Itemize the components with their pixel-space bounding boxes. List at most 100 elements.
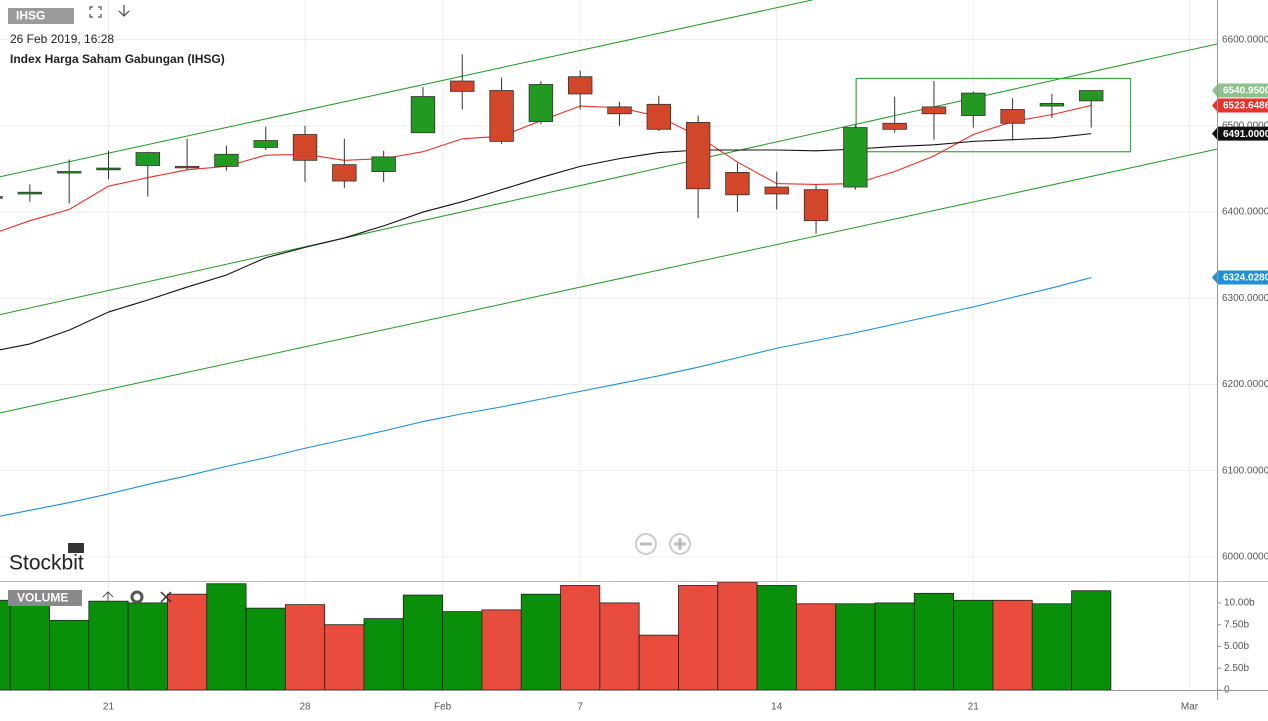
volume-bar	[402, 594, 444, 690]
volume-header: VOLUME	[8, 590, 172, 606]
symbol-box[interactable]	[8, 8, 74, 24]
candle-body	[961, 92, 986, 116]
header-icons[interactable]	[89, 5, 130, 18]
trendline	[0, 148, 1217, 414]
datetime: 26 Feb 2019, 16:28	[10, 32, 114, 46]
volume-box[interactable]	[8, 590, 82, 606]
logo: Stockbit	[9, 552, 84, 575]
zoom-in[interactable]	[669, 533, 691, 555]
volume-bar	[9, 599, 50, 690]
y-tick-label: 6500.0000	[1222, 120, 1268, 131]
volume-bar	[0, 599, 11, 690]
volume-bar	[874, 602, 915, 690]
price-tag	[1212, 98, 1268, 113]
y-tick-label: 10.00b	[1224, 598, 1255, 609]
candle-body	[214, 153, 239, 167]
candle-body	[489, 90, 514, 142]
candle-body	[685, 122, 711, 190]
price-panel	[0, 0, 1217, 517]
volume-bar	[835, 603, 876, 690]
trendline	[0, 43, 1217, 316]
price-tag	[1212, 270, 1268, 285]
volume-bar	[324, 624, 365, 690]
moving-average-line	[0, 277, 1092, 517]
volume-bar	[481, 609, 522, 690]
volume-bar	[678, 585, 719, 690]
candle-body	[174, 165, 200, 169]
volume-bar	[913, 592, 955, 690]
candle-body	[410, 96, 436, 134]
candle-body	[607, 106, 632, 115]
x-tick-label: 14	[771, 702, 783, 713]
volume-bar	[953, 599, 994, 690]
settings-icon[interactable]	[130, 590, 144, 604]
volume-bar	[795, 603, 837, 690]
volume-bar	[442, 611, 483, 690]
volume-bar	[245, 607, 286, 690]
volume-bar	[127, 602, 168, 690]
x-tick-label: Feb	[434, 702, 452, 713]
volume-bar	[520, 593, 561, 690]
volume-bar	[88, 600, 129, 690]
logo-icon	[68, 543, 84, 553]
move-up-icon[interactable]	[102, 591, 114, 603]
volume-bar	[756, 585, 797, 690]
candle-body	[764, 186, 789, 195]
candle-body	[292, 134, 318, 161]
price-grid	[0, 0, 1217, 690]
volume-bar	[1071, 590, 1112, 690]
y-tick-label: 2.50b	[1224, 663, 1249, 674]
candle-body	[646, 103, 672, 130]
candle-body	[803, 189, 829, 222]
x-tick-label: 21	[103, 702, 115, 713]
candle-body	[0, 196, 3, 199]
volume-bar	[206, 583, 247, 690]
volume-bar	[992, 599, 1033, 690]
candle-body	[528, 84, 554, 122]
trendline	[0, 0, 813, 178]
x-tick-label: 28	[299, 702, 311, 713]
index-name: Index Harga Saham Gabungan (IHSG)	[10, 52, 225, 66]
price-tag-label: 6324.0280	[1223, 273, 1268, 284]
volume-bar	[167, 593, 208, 690]
price-tag-label: 6523.6486	[1223, 101, 1268, 112]
candle-body	[843, 127, 868, 188]
volume-panel	[0, 582, 1112, 690]
price-tag-label: 6540.9500	[1223, 86, 1268, 97]
candle-body	[568, 76, 593, 95]
volume-bar	[717, 582, 758, 690]
volume-bar	[638, 634, 679, 690]
symbol[interactable]: IHSG	[16, 9, 45, 23]
volume-bar	[560, 585, 601, 690]
y-tick-label: 6200.0000	[1222, 379, 1268, 390]
price-tag	[1212, 83, 1268, 98]
highlight-rectangle	[855, 77, 1132, 153]
candle-body	[17, 191, 43, 195]
candle-body	[1039, 103, 1065, 107]
y-tick-label: 6600.0000	[1222, 34, 1268, 45]
volume-bar	[49, 619, 90, 690]
price-tag	[1212, 126, 1268, 141]
y-tick-label: 5.00b	[1224, 641, 1249, 652]
y-tick-label: 6100.0000	[1222, 465, 1268, 476]
candle-body	[371, 156, 396, 172]
candle-body	[1079, 90, 1104, 102]
y-tick-label: 7.50b	[1224, 619, 1249, 630]
moving-average-line	[0, 104, 1092, 232]
candle-body	[253, 140, 278, 148]
close-icon[interactable]	[160, 591, 172, 603]
zoom-out[interactable]	[635, 533, 657, 555]
x-tick-label: Mar	[1181, 702, 1199, 713]
volume-bar	[599, 602, 640, 690]
candle-body	[332, 164, 357, 182]
volume-bar	[284, 604, 326, 690]
candle-body	[56, 171, 82, 174]
candle-body	[921, 106, 947, 115]
y-tick-label: 6000.0000	[1222, 552, 1268, 563]
candle-body	[96, 167, 121, 171]
candle-body	[1000, 109, 1025, 124]
y-tick-label: 6400.0000	[1222, 207, 1268, 218]
y-tick-label: 6300.0000	[1222, 293, 1268, 304]
volume-bar	[1031, 603, 1072, 690]
